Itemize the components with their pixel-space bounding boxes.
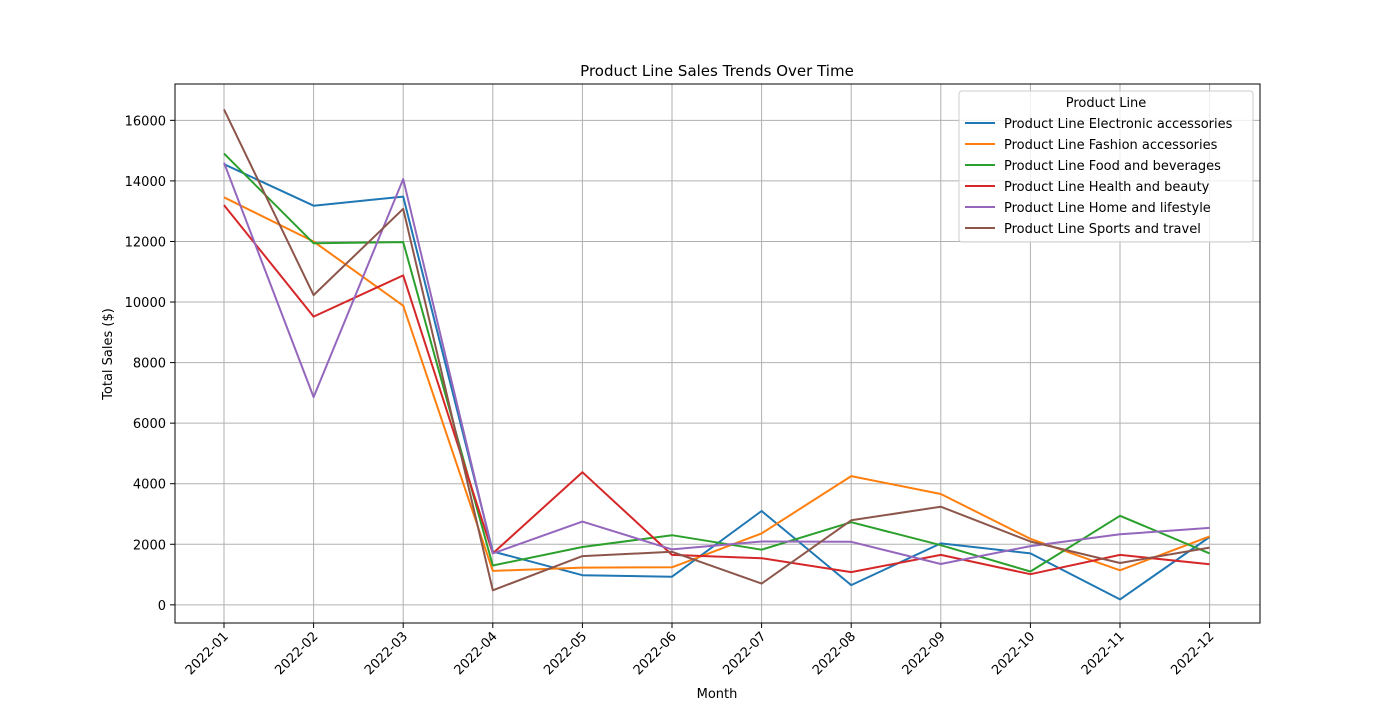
series-line (223, 108, 1210, 592)
legend-entry-label: Product Line Health and beauty (1004, 180, 1210, 195)
plot-frame (174, 83, 1261, 624)
series-line (223, 152, 1210, 573)
x-tick-label: 2022-07 (720, 629, 769, 678)
y-tick-label: 12000 (125, 235, 166, 250)
y-tick-label: 0 (158, 599, 166, 614)
x-tick-label: 2022-12 (1168, 629, 1217, 678)
legend-frame (958, 90, 1254, 243)
y-tick-label: 8000 (133, 357, 166, 372)
x-tick-label: 2022-02 (272, 629, 321, 678)
legend-entry-label: Product Line Food and beverages (1004, 159, 1221, 174)
y-tick-label: 16000 (125, 114, 166, 129)
y-tick-label: 6000 (133, 417, 166, 432)
chart-title: Product Line Sales Trends Over Time (580, 62, 854, 80)
y-tick-label: 2000 (133, 538, 166, 553)
x-tick-label: 2022-10 (989, 629, 1038, 678)
y-tick-label: 14000 (125, 175, 166, 190)
series-line (223, 204, 1210, 576)
x-tick-label: 2022-08 (810, 629, 859, 678)
y-axis-label: Total Sales ($) (101, 308, 116, 401)
x-tick-label: 2022-03 (362, 629, 411, 678)
y-tick-label: 4000 (133, 478, 166, 493)
x-tick-label: 2022-05 (541, 629, 590, 678)
x-tick-label: 2022-01 (183, 629, 232, 678)
series-lines (223, 108, 1211, 601)
x-tick-label: 2022-09 (900, 629, 949, 678)
legend-entry-label: Product Line Electronic accessories (1004, 117, 1233, 132)
legend-entry-label: Product Line Sports and travel (1004, 222, 1201, 237)
legend-entry-label: Product Line Fashion accessories (1004, 138, 1218, 153)
x-tick-label: 2022-11 (1079, 629, 1128, 678)
y-tick-label: 10000 (125, 296, 166, 311)
legend-title: Product Line (1066, 96, 1147, 111)
x-axis-label: Month (697, 687, 738, 700)
legend: Product Line Product Line Electronic acc… (958, 90, 1254, 243)
legend-entry-label: Product Line Home and lifestyle (1004, 201, 1211, 216)
y-axis-ticks: 0 2000 4000 6000 8000 10000 12000 14000 16000 (125, 114, 175, 614)
x-tick-label: 2022-06 (631, 629, 680, 678)
x-axis-ticks: 2022-01 2022-02 2022-03 2022-04 2022-05 2022-… (183, 623, 1217, 678)
x-tick-label: 2022-04 (452, 629, 501, 678)
